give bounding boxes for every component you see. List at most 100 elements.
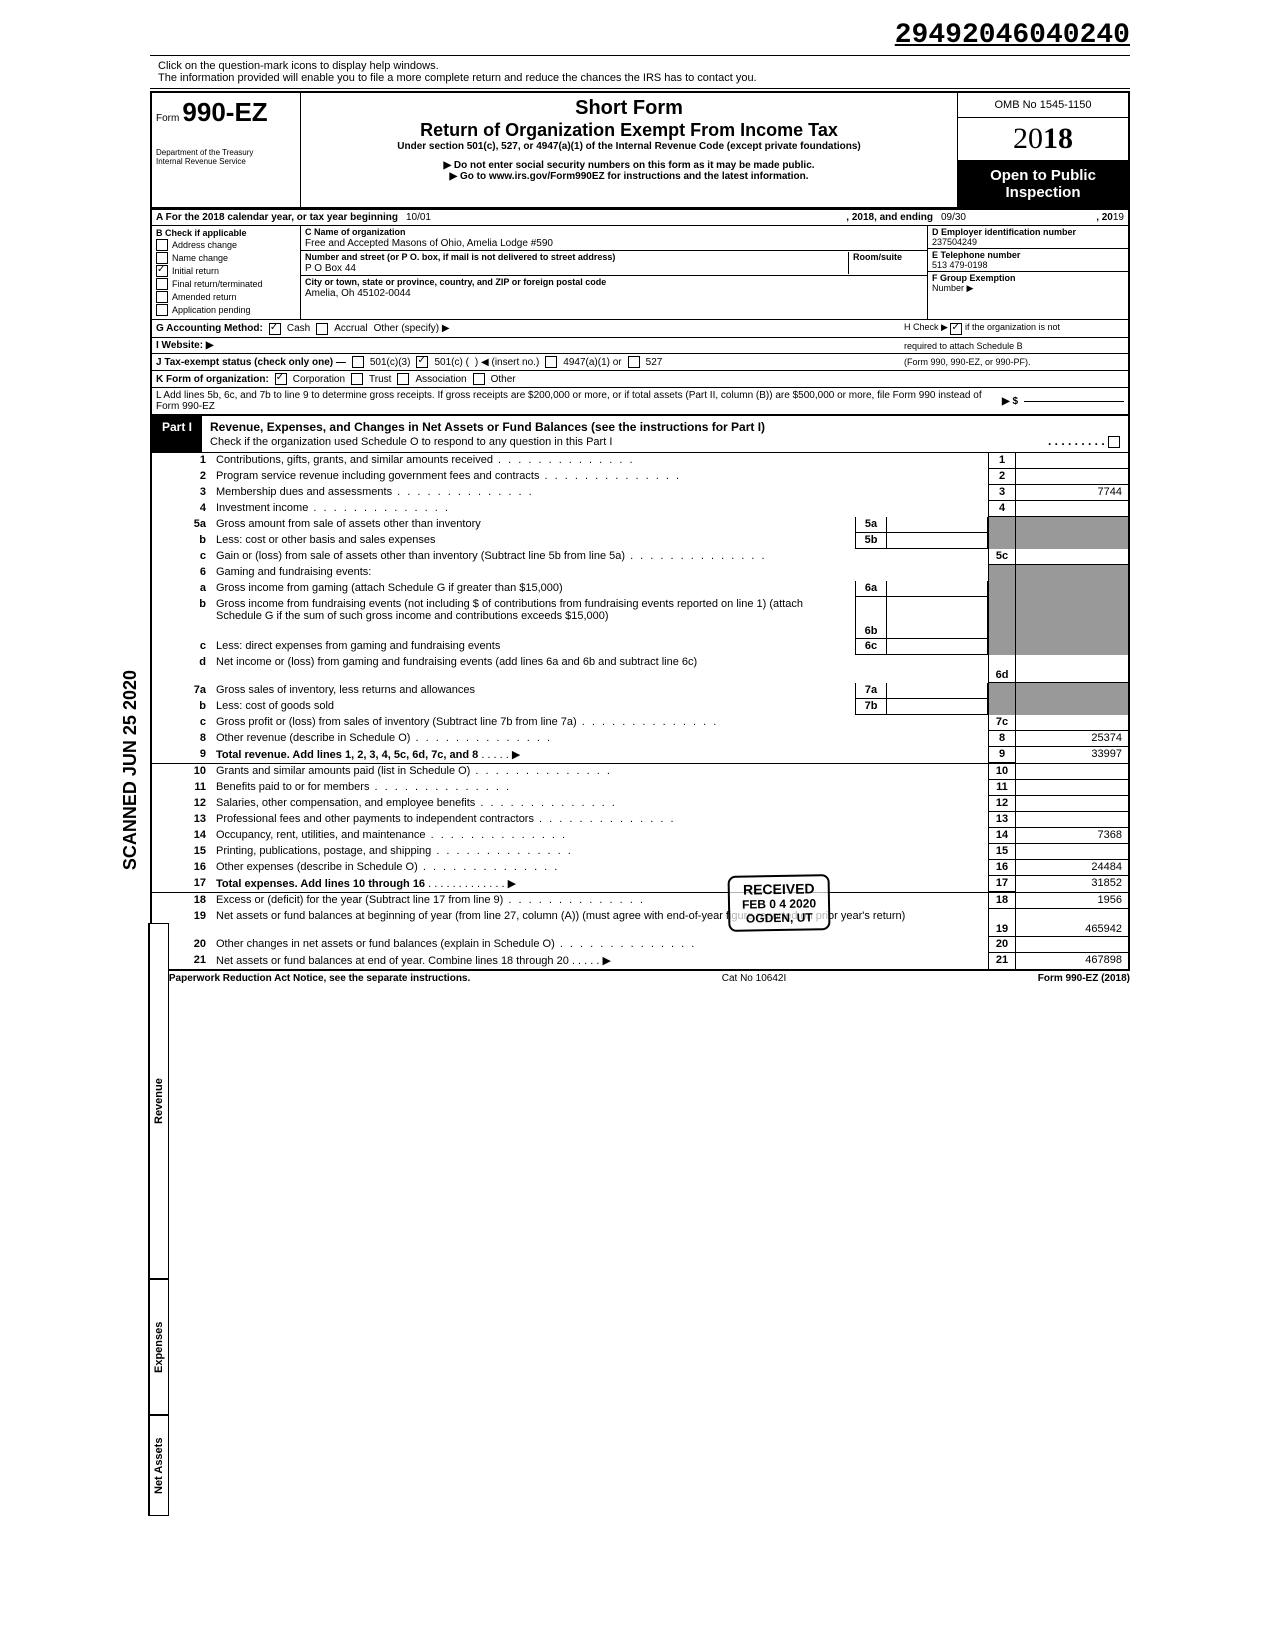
val-12 bbox=[1016, 796, 1128, 812]
line-1: Contributions, gifts, grants, and simila… bbox=[212, 453, 988, 469]
line-7a: Gross sales of inventory, less returns a… bbox=[212, 683, 855, 699]
org-city: Amelia, Oh 45102-0044 bbox=[305, 288, 923, 299]
row-a-period: A For the 2018 calendar year, or tax yea… bbox=[150, 210, 1130, 226]
document-id: 29492046040240 bbox=[150, 20, 1130, 51]
footer-form: Form 990-EZ (2018) bbox=[1038, 973, 1130, 984]
part-1-header: Part I Revenue, Expenses, and Changes in… bbox=[150, 416, 1130, 453]
val-17: 31852 bbox=[1016, 876, 1128, 892]
val-6d bbox=[1016, 655, 1128, 683]
cb-pending[interactable] bbox=[156, 304, 168, 316]
line-9: Total revenue. Add lines 1, 2, 3, 4, 5c,… bbox=[216, 749, 478, 761]
cb-accrual[interactable] bbox=[316, 323, 328, 335]
cb-initial-return[interactable] bbox=[156, 265, 168, 277]
val-16: 24484 bbox=[1016, 860, 1128, 876]
val-3: 7744 bbox=[1016, 485, 1128, 501]
footer-left: For Paperwork Reduction Act Notice, see … bbox=[150, 973, 470, 984]
val-8: 25374 bbox=[1016, 731, 1128, 747]
val-20 bbox=[1016, 937, 1128, 953]
line-10: Grants and similar amounts paid (list in… bbox=[212, 764, 988, 780]
cb-501c[interactable] bbox=[416, 356, 428, 368]
part-1-title: Revenue, Expenses, and Changes in Net As… bbox=[202, 416, 1128, 452]
val-21: 467898 bbox=[1016, 953, 1128, 969]
line-11: Benefits paid to or for members bbox=[212, 780, 988, 796]
tab-revenue: Revenue bbox=[148, 923, 169, 1279]
label-city: City or town, state or province, country… bbox=[305, 277, 923, 287]
val-10 bbox=[1016, 764, 1128, 780]
cb-527[interactable] bbox=[628, 356, 640, 368]
period-begin: 10/01 bbox=[406, 212, 431, 223]
line-3: Membership dues and assessments bbox=[212, 485, 988, 501]
row-l-receipts: L Add lines 5b, 6c, and 7b to line 9 to … bbox=[150, 388, 1130, 416]
line-2: Program service revenue including govern… bbox=[212, 469, 988, 485]
label-org-name: C Name of organization bbox=[305, 227, 923, 237]
val-13 bbox=[1016, 812, 1128, 828]
cb-assoc[interactable] bbox=[397, 373, 409, 385]
line-13: Professional fees and other payments to … bbox=[212, 812, 988, 828]
val-5c bbox=[1016, 549, 1128, 565]
val-18: 1956 bbox=[1016, 893, 1128, 909]
val-2 bbox=[1016, 469, 1128, 485]
line-12: Salaries, other compensation, and employ… bbox=[212, 796, 988, 812]
inspection-badge: Open to Public Inspection bbox=[958, 161, 1128, 207]
val-9: 33997 bbox=[1016, 747, 1128, 763]
form-990ez-page: 29492046040240 Click on the question-mar… bbox=[150, 20, 1130, 984]
main-title: Return of Organization Exempt From Incom… bbox=[309, 120, 949, 141]
line-21: Net assets or fund balances at end of ye… bbox=[212, 953, 988, 969]
val-1 bbox=[1016, 453, 1128, 469]
line-15: Printing, publications, postage, and shi… bbox=[212, 844, 988, 860]
line-5c: Gain or (loss) from sale of assets other… bbox=[212, 549, 988, 565]
val-19: 465942 bbox=[1016, 909, 1128, 937]
cb-address-change[interactable] bbox=[156, 239, 168, 251]
cb-4947[interactable] bbox=[545, 356, 557, 368]
warning-1: ▶ Do not enter social security numbers o… bbox=[309, 160, 949, 171]
line-6: Gaming and fundraising events: bbox=[212, 565, 988, 581]
org-name: Free and Accepted Masons of Ohio, Amelia… bbox=[305, 238, 923, 249]
row-j-status: J Tax-exempt status (check only one) — 5… bbox=[150, 354, 1130, 371]
row-g-h: G Accounting Method: Cash Accrual Other … bbox=[150, 320, 1130, 338]
line-6c: Less: direct expenses from gaming and fu… bbox=[212, 639, 855, 655]
line-19: Net assets or fund balances at beginning… bbox=[212, 909, 988, 937]
line-6a: Gross income from gaming (attach Schedul… bbox=[212, 581, 855, 597]
val-14: 7368 bbox=[1016, 828, 1128, 844]
cb-sched-b[interactable] bbox=[950, 323, 962, 335]
row-k-org-form: K Form of organization: Corporation Trus… bbox=[150, 371, 1130, 388]
cb-corp[interactable] bbox=[275, 373, 287, 385]
val-4 bbox=[1016, 501, 1128, 517]
label-group: F Group Exemption bbox=[932, 273, 1016, 283]
line-5b: Less: cost or other basis and sales expe… bbox=[212, 533, 855, 549]
check-if-applicable: B Check if applicable Address change Nam… bbox=[152, 226, 301, 319]
part-1-label: Part I bbox=[152, 416, 202, 452]
line-14: Occupancy, rent, utilities, and maintena… bbox=[212, 828, 988, 844]
short-form-title: Short Form bbox=[309, 97, 949, 120]
cb-cash[interactable] bbox=[269, 323, 281, 335]
line-5a: Gross amount from sale of assets other t… bbox=[212, 517, 855, 533]
val-11 bbox=[1016, 780, 1128, 796]
lines-table: Revenue Expenses Net Assets 1Contributio… bbox=[150, 453, 1130, 971]
label-room: Room/suite bbox=[853, 252, 923, 262]
cb-name-change[interactable] bbox=[156, 252, 168, 264]
form-header: Form 990-EZ Department of the Treasury I… bbox=[150, 91, 1130, 210]
cb-final-return[interactable] bbox=[156, 278, 168, 290]
cb-amended[interactable] bbox=[156, 291, 168, 303]
omb-number: OMB No 1545-1150 bbox=[958, 93, 1128, 118]
cb-trust[interactable] bbox=[351, 373, 363, 385]
cb-sched-o[interactable] bbox=[1108, 436, 1120, 448]
tab-expenses: Expenses bbox=[148, 1279, 169, 1415]
line-17: Total expenses. Add lines 10 through 16 bbox=[216, 878, 425, 890]
form-prefix: Form bbox=[156, 113, 179, 124]
cb-501c3[interactable] bbox=[352, 356, 364, 368]
tax-year: 2018 bbox=[958, 118, 1128, 161]
label-street: Number and street (or P O. box, if mail … bbox=[305, 252, 848, 262]
scanned-stamp: SCANNED JUN 25 2020 bbox=[120, 670, 141, 870]
line-6d: Net income or (loss) from gaming and fun… bbox=[212, 655, 988, 683]
ein: 237504249 bbox=[932, 237, 1124, 247]
page-footer: For Paperwork Reduction Act Notice, see … bbox=[150, 971, 1130, 984]
line-7c: Gross profit or (loss) from sales of inv… bbox=[212, 715, 988, 731]
subtitle: Under section 501(c), 527, or 4947(a)(1)… bbox=[309, 141, 949, 152]
label-ein: D Employer identification number bbox=[932, 227, 1076, 237]
received-stamp: RECEIVED FEB 0 4 2020 OGDEN, UT bbox=[727, 874, 830, 932]
cb-other-org[interactable] bbox=[473, 373, 485, 385]
label-phone: E Telephone number bbox=[932, 250, 1020, 260]
period-end: 09/30 bbox=[941, 212, 966, 223]
val-7c bbox=[1016, 715, 1128, 731]
